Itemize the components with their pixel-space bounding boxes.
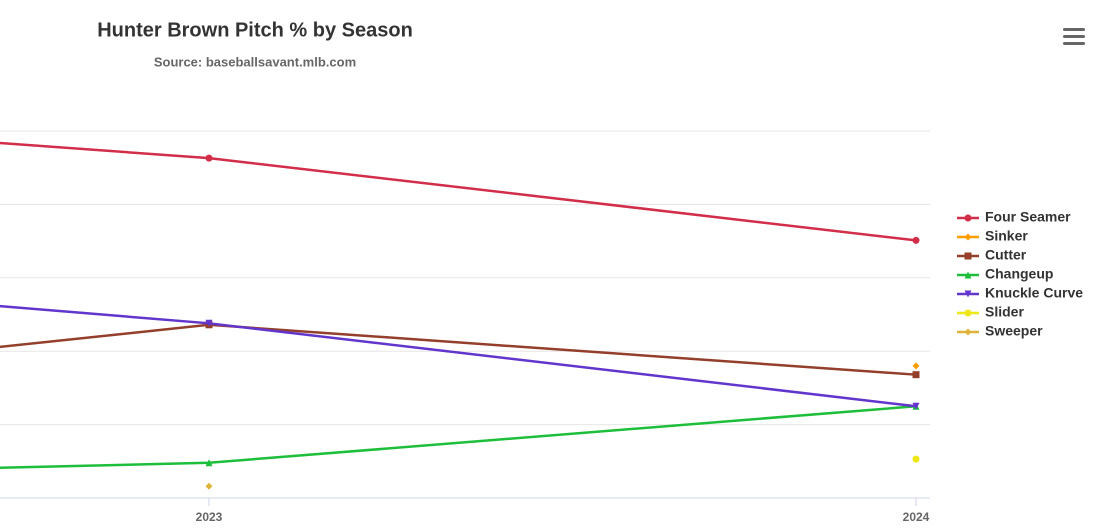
legend-label: Cutter [985,247,1027,263]
series-line [0,304,917,408]
marker [964,309,972,317]
series-line [0,323,917,376]
marker [205,459,213,467]
legend-item[interactable]: Cutter [957,247,1027,263]
chart-subtitle: Source: baseballsavant.mlb.com [154,54,356,69]
legend-label: Sinker [985,228,1028,244]
marker [912,402,920,410]
legend-label: Slider [985,304,1024,320]
marker [964,214,972,222]
marker [964,290,972,298]
marker [964,233,972,241]
marker [205,482,213,490]
marker [205,154,213,162]
legend-item[interactable]: Knuckle Curve [957,285,1083,301]
legend-item[interactable]: Sinker [957,228,1028,244]
menu-bar [1063,28,1085,31]
menu-bar [1063,35,1085,38]
marker [912,455,920,463]
legend-item[interactable]: Sweeper [957,323,1043,339]
marker [964,252,972,260]
legend-label: Four Seamer [985,209,1071,225]
marker [964,271,972,279]
marker [964,328,972,336]
marker [912,371,920,379]
x-tick-label: 2024 [903,510,930,524]
series-line [0,405,917,470]
marker [912,236,920,244]
legend-item[interactable]: Four Seamer [957,209,1071,225]
legend-label: Sweeper [985,323,1043,339]
legend-label: Changeup [985,266,1053,282]
chart-title: Hunter Brown Pitch % by Season [97,19,413,41]
legend-item[interactable]: Changeup [957,266,1053,282]
legend-item[interactable]: Slider [957,304,1024,320]
marker [912,362,920,370]
x-tick-label: 2023 [196,510,223,524]
menu-button[interactable] [1063,28,1085,45]
menu-bar [1063,42,1085,45]
series-line [0,141,917,242]
marker [205,319,213,327]
legend-label: Knuckle Curve [985,285,1083,301]
